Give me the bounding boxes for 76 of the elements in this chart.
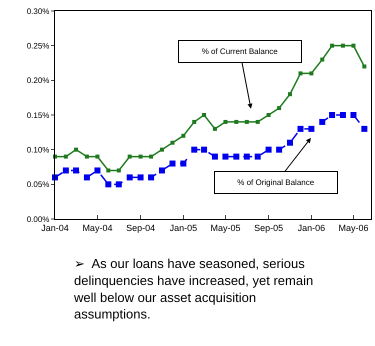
point: [233, 154, 240, 160]
point: [277, 106, 282, 110]
point: [64, 154, 68, 159]
x-tick-label: Jan-04: [41, 222, 69, 233]
point: [244, 154, 250, 160]
y-tick-label: 0.10%: [26, 145, 50, 154]
point: [191, 146, 198, 153]
point: [244, 120, 249, 124]
y-tick-label: 0.25%: [26, 41, 50, 50]
x-tick-label: May-06: [338, 222, 368, 233]
point: [180, 160, 186, 167]
y-tick-label: 0.30%: [26, 6, 50, 16]
annotation: % of Original Balance: [237, 178, 315, 187]
point: [320, 58, 324, 62]
point: [350, 112, 356, 118]
point: [276, 146, 282, 153]
y-tick-label: 0.00%: [26, 214, 50, 224]
point: [138, 174, 144, 180]
point: [84, 174, 90, 180]
point: [84, 154, 89, 159]
point: [128, 154, 132, 159]
point: [308, 126, 314, 132]
point: [201, 146, 208, 153]
point: [330, 44, 334, 48]
point: [298, 71, 302, 76]
annotation: % of Current Balance: [202, 47, 278, 56]
point: [212, 154, 218, 160]
point: [158, 167, 165, 174]
text: ➢ As our loans have seasoned, serious delinquencies have increased, yet remain well below our asset acquisition assumptions.: [73, 256, 314, 322]
x-tick-label: Sep-05: [254, 222, 284, 233]
x-tick-label: Jan-06: [298, 222, 326, 233]
point: [94, 167, 100, 174]
point: [266, 113, 271, 117]
point: [319, 118, 326, 125]
point: [160, 148, 164, 152]
point: [170, 140, 174, 145]
point: [362, 64, 366, 68]
point: [340, 44, 345, 48]
point: [329, 112, 336, 118]
point: [234, 120, 238, 124]
point: [116, 181, 122, 188]
point: [138, 154, 143, 159]
point: [149, 154, 154, 159]
point: [74, 148, 78, 152]
point: [73, 167, 80, 174]
point: [340, 112, 346, 118]
point: [212, 126, 217, 131]
point: [202, 113, 206, 117]
y-tick-label: 0.20%: [26, 76, 50, 86]
x-tick-label: Jan-05: [170, 222, 198, 233]
point: [181, 134, 186, 138]
point: [288, 92, 292, 96]
x-tick-label: May-05: [210, 222, 240, 233]
point: [256, 120, 260, 124]
point: [222, 154, 228, 160]
point: [169, 160, 176, 167]
point: [298, 126, 304, 132]
point: [266, 146, 272, 153]
point: [223, 120, 228, 124]
point: [351, 44, 356, 48]
point: [62, 167, 69, 174]
y-tick-label: 0.15%: [26, 110, 50, 120]
point: [116, 168, 121, 172]
point: [309, 71, 314, 76]
x-tick-label: Sep-04: [126, 222, 156, 233]
point: [95, 154, 100, 159]
point: [148, 174, 154, 180]
point: [105, 181, 112, 188]
point: [254, 154, 261, 160]
point: [361, 126, 368, 132]
y-tick-label: 0.05%: [26, 180, 50, 190]
point: [192, 120, 196, 124]
point: [126, 174, 133, 180]
point: [106, 168, 110, 172]
point: [286, 140, 293, 146]
x-tick-label: May-04: [82, 222, 112, 233]
